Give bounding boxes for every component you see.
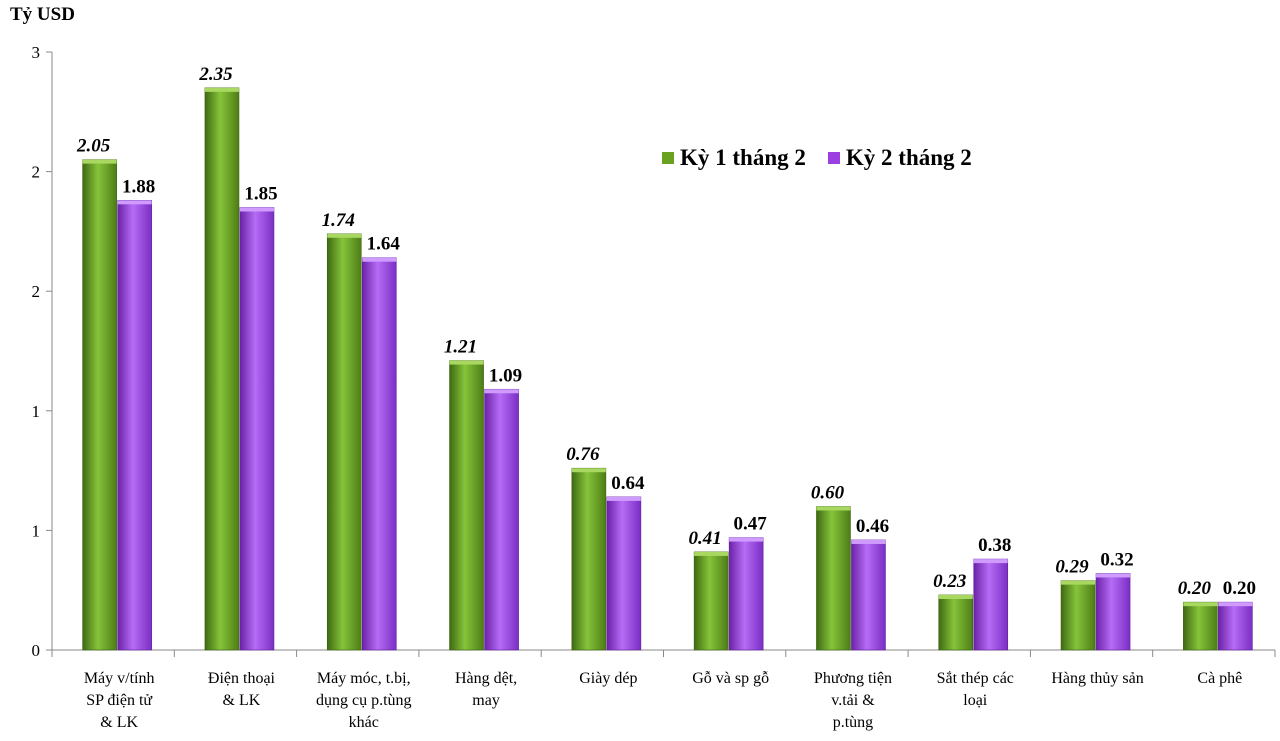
x-category-label: Điện thoại & LK: [208, 670, 276, 709]
bar-series-2: [361, 257, 397, 651]
data-label-series-1: 1.74: [322, 210, 355, 231]
bar-series-2: [1095, 573, 1131, 651]
data-label-series-1: 0.41: [689, 528, 722, 549]
data-label-series-1: 1.21: [444, 337, 477, 358]
y-tick-label: 1: [32, 402, 41, 421]
bar-series-1: [1183, 601, 1218, 651]
bar-top-cap: [1183, 602, 1218, 607]
bar-series-2: [484, 388, 519, 651]
data-label-series-2: 0.47: [734, 514, 768, 535]
data-label-series-1: 2.35: [198, 64, 233, 85]
data-label-series-2: 0.20: [1223, 578, 1256, 599]
data-label-series-1: 0.20: [1178, 578, 1212, 599]
legend-item-series-2: Kỳ 2 tháng 2: [827, 145, 972, 171]
bar-top-cap: [362, 257, 397, 262]
data-label-series-2: 1.88: [122, 176, 155, 197]
data-label-series-2: 1.09: [489, 365, 522, 386]
bar-series-2: [728, 537, 764, 651]
legend-swatch-series-1: [662, 152, 674, 164]
data-label-series-2: 1.64: [367, 234, 401, 255]
data-label-series-1: 0.60: [811, 482, 845, 503]
bar-top-cap: [851, 539, 886, 544]
bar-series-1: [571, 467, 607, 651]
data-label-series-1: 0.76: [566, 444, 600, 465]
x-category-label: Hàng dệt, may: [455, 670, 517, 709]
data-label-series-2: 0.64: [611, 473, 645, 494]
bar-top-cap: [1096, 573, 1131, 578]
bar-top-cap: [204, 87, 239, 92]
bar-top-cap: [117, 200, 152, 205]
bar-top-cap: [694, 551, 729, 556]
bar-top-cap: [239, 207, 274, 212]
x-category-label: Máy móc, t.bị, dụng cụ p.tùng khác: [316, 670, 412, 731]
bar-series-1: [82, 159, 117, 651]
data-label-series-1: 0.23: [933, 571, 966, 592]
x-category-label: Giày dép: [579, 670, 637, 687]
bar-series-2: [973, 558, 1009, 651]
bar-top-cap: [938, 594, 973, 599]
data-label-series-2: 0.32: [1100, 549, 1133, 570]
bar-series-2: [851, 539, 886, 651]
y-tick-label: 2: [32, 163, 41, 182]
legend-item-series-1: Kỳ 1 tháng 2: [662, 145, 806, 171]
bar-series-1: [693, 551, 729, 651]
bar-top-cap: [1218, 602, 1253, 607]
bar-top-cap: [571, 468, 606, 473]
legend-label-series-1: Kỳ 1 tháng 2: [680, 145, 806, 170]
y-tick-label: 2: [32, 282, 41, 301]
x-category-label: Sắt thép các loại: [937, 670, 1014, 709]
bar-series-1: [204, 87, 240, 651]
bar-series-2: [1218, 601, 1253, 651]
x-category-label: Gỗ và sp gỗ: [692, 670, 769, 687]
x-category-label: Máy v/tính SP điện tử & LK: [84, 670, 155, 731]
x-category-label: Phương tiện v.tải & p.tùng: [814, 670, 892, 731]
bar-top-cap: [973, 559, 1008, 564]
y-tick-label: 3: [32, 43, 41, 62]
bar-top-cap: [606, 496, 641, 501]
bar-series-1: [816, 506, 851, 651]
data-label-series-2: 1.85: [244, 183, 277, 204]
bar-top-cap: [1061, 580, 1096, 585]
bar-top-cap: [729, 537, 764, 542]
x-category-label: Hàng thủy sản: [1051, 670, 1143, 687]
bar-series-2: [239, 207, 275, 651]
bar-top-cap: [484, 389, 519, 394]
bar-top-cap: [449, 360, 484, 365]
data-label-series-1: 2.05: [76, 136, 111, 157]
bar-top-cap: [816, 506, 851, 511]
bar-series-1: [1060, 580, 1096, 651]
legend: Kỳ 1 tháng 2 Kỳ 2 tháng 2: [662, 145, 972, 171]
bar-series-1: [449, 360, 484, 651]
y-axis-unit-label: Tỷ USD: [10, 4, 75, 25]
bar-series-2: [117, 200, 152, 651]
legend-swatch-series-2: [827, 152, 840, 164]
x-category-label: Cà phê: [1197, 670, 1242, 687]
y-tick-label: 1: [32, 521, 41, 540]
y-tick-label: 0: [32, 641, 41, 660]
bar-series-1: [938, 594, 974, 651]
data-label-series-2: 0.46: [856, 516, 889, 537]
data-label-series-1: 0.29: [1055, 557, 1089, 578]
bar-top-cap: [327, 233, 362, 238]
legend-label-series-2: Kỳ 2 tháng 2: [845, 145, 972, 170]
bar-series-2: [606, 496, 642, 651]
bar-series-1: [326, 233, 362, 651]
bar-top-cap: [82, 159, 117, 164]
data-label-series-2: 0.38: [978, 535, 1011, 556]
